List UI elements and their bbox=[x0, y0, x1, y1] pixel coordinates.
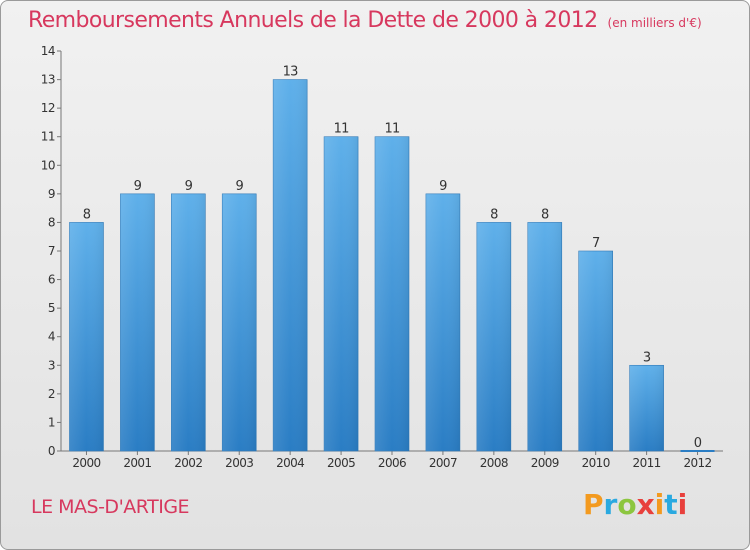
y-tick-label: 8 bbox=[48, 215, 55, 229]
data-label: 0 bbox=[694, 436, 702, 451]
y-tick-label: 0 bbox=[48, 444, 55, 458]
data-label: 8 bbox=[541, 207, 549, 222]
x-tick-label: 2003 bbox=[225, 456, 253, 470]
logo-letter: x bbox=[636, 488, 655, 521]
data-label: 9 bbox=[439, 179, 447, 194]
bar-shine bbox=[476, 222, 511, 451]
y-tick-label: 3 bbox=[48, 358, 55, 372]
data-label: 7 bbox=[592, 236, 600, 251]
x-tick-label: 2001 bbox=[123, 456, 151, 470]
y-tick-label: 6 bbox=[48, 273, 55, 287]
x-tick-label: 2005 bbox=[327, 456, 355, 470]
bar-shine bbox=[425, 193, 460, 451]
y-tick-label: 1 bbox=[48, 415, 55, 429]
data-labels: 8 9 9 9 13 11 11 9 8 8 7 3 0 bbox=[83, 65, 703, 451]
data-label: 9 bbox=[185, 179, 193, 194]
data-label: 8 bbox=[490, 207, 498, 222]
bar-shine bbox=[120, 193, 155, 451]
data-label: 8 bbox=[83, 207, 91, 222]
bar-shine bbox=[273, 79, 308, 452]
logo-letter: i bbox=[654, 488, 665, 521]
bars bbox=[69, 79, 715, 452]
y-tick-label: 14 bbox=[41, 44, 55, 58]
y-tick-label: 12 bbox=[41, 101, 55, 115]
title-text: Remboursements Annuels de la Dette de 20… bbox=[28, 8, 598, 33]
bar-shine bbox=[527, 222, 562, 451]
y-tick-label: 2 bbox=[48, 387, 55, 401]
bar-shine bbox=[171, 193, 206, 451]
x-tick-label: 2004 bbox=[276, 456, 304, 470]
chart-subtitle: (en milliers d'€) bbox=[607, 16, 702, 30]
x-tick-label: 2012 bbox=[683, 456, 711, 470]
data-label: 11 bbox=[385, 122, 400, 137]
bar-shine bbox=[578, 251, 613, 451]
x-tick-label: 2011 bbox=[633, 456, 661, 470]
x-tick-label: 2002 bbox=[174, 456, 202, 470]
y-tick-label: 7 bbox=[48, 244, 55, 258]
x-tick-label: 2010 bbox=[582, 456, 610, 470]
y-tick-label: 13 bbox=[41, 73, 55, 87]
data-label: 3 bbox=[643, 350, 651, 365]
y-tick-label: 5 bbox=[48, 301, 55, 315]
logo-letter: o bbox=[617, 488, 637, 521]
data-label: 11 bbox=[334, 122, 349, 137]
logo-letter: t bbox=[664, 488, 678, 521]
bar-shine bbox=[324, 136, 359, 451]
y-tick-label: 10 bbox=[41, 158, 55, 172]
logo-letter: i bbox=[677, 488, 688, 521]
data-label: 9 bbox=[134, 179, 142, 194]
y-tick-label: 11 bbox=[41, 130, 55, 144]
y-tick-label: 4 bbox=[48, 330, 55, 344]
x-tick-label: 2008 bbox=[480, 456, 508, 470]
bar-shine bbox=[375, 136, 409, 451]
data-label: 9 bbox=[235, 179, 243, 194]
proxiti-logo: Proxiti bbox=[583, 488, 687, 521]
x-tick-label: 2000 bbox=[72, 456, 100, 470]
chart-title: Remboursements Annuels de la Dette de 20… bbox=[28, 8, 702, 33]
x-tick-label: 2006 bbox=[378, 456, 406, 470]
bar-shine bbox=[69, 222, 104, 451]
logo-letter: P bbox=[583, 488, 604, 521]
logo-letter: r bbox=[603, 488, 618, 521]
data-label: 13 bbox=[283, 65, 298, 80]
bar-shine bbox=[222, 193, 257, 451]
x-tick-label: 2007 bbox=[429, 456, 457, 470]
commune-name: LE MAS-D'ARTIGE bbox=[31, 496, 190, 518]
y-tick-label: 9 bbox=[48, 187, 55, 201]
bar-shine bbox=[629, 365, 664, 451]
x-tick-label: 2009 bbox=[531, 456, 559, 470]
